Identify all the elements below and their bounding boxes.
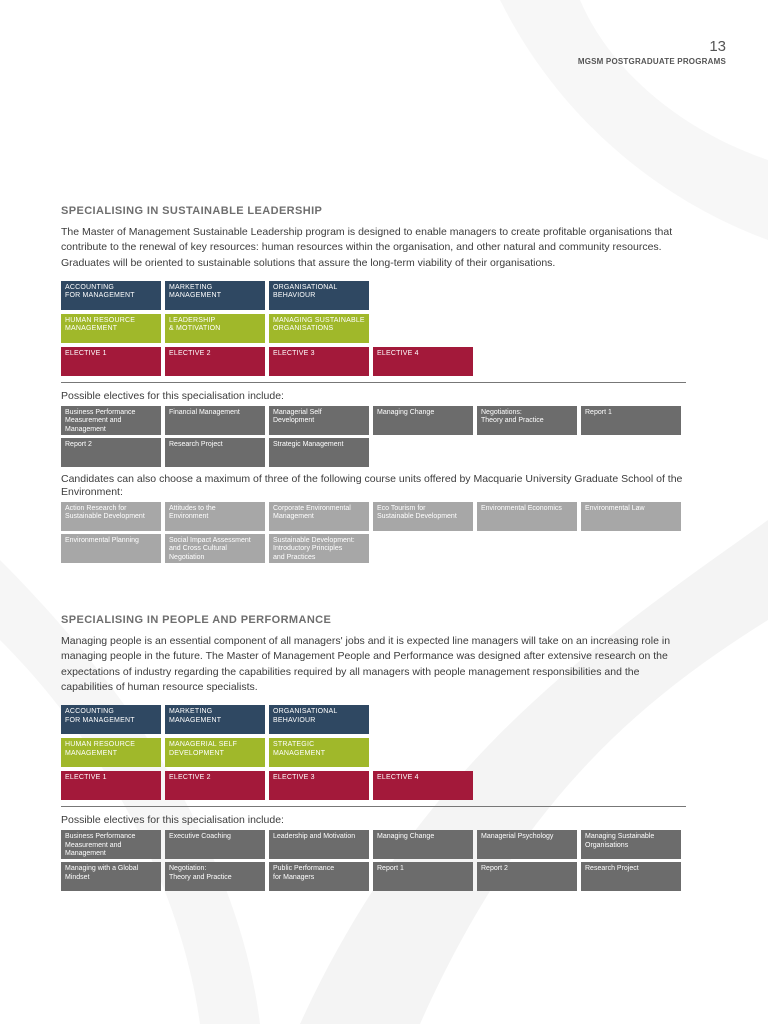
section-heading: SPECIALISING IN PEOPLE AND PERFORMANCE [61, 614, 332, 626]
unit-cell: ORGANISATIONAL BEHAVIOUR [269, 705, 369, 735]
elective-option: Negotiation: Theory and Practice [165, 862, 265, 892]
elective-placeholder-row: ELECTIVE 1 ELECTIVE 2 ELECTIVE 3 ELECTIV… [61, 346, 686, 376]
elective-option: Report 2 [61, 437, 161, 467]
elective-option: Research Project [581, 862, 681, 892]
divider [61, 806, 686, 808]
elective-option: Managing Change [373, 830, 473, 860]
core-row-1: ACCOUNTING FOR MANAGEMENT MARKETING MANA… [61, 280, 686, 310]
elective-option: Negotiations: Theory and Practice [477, 405, 577, 435]
section-paragraph: Managing people is an essential componen… [61, 635, 671, 693]
environment-units-grid: Action Research for Sustainable Developm… [61, 501, 686, 563]
unit-cell: ACCOUNTING FOR MANAGEMENT [61, 280, 161, 310]
unit-cell: MARKETING MANAGEMENT [165, 280, 265, 310]
environment-unit: Environmental Law [581, 501, 681, 531]
elective-cell: ELECTIVE 2 [165, 346, 265, 376]
environment-unit: Eco Tourism for Sustainable Development [373, 501, 473, 531]
elective-cell: ELECTIVE 2 [165, 771, 265, 801]
elective-option: Managing Sustainable Organisations [581, 830, 681, 860]
elective-cell: ELECTIVE 1 [61, 771, 161, 801]
page-number: 13 [709, 38, 726, 55]
electives-intro: Possible electives for this specialisati… [61, 389, 284, 402]
electives-row-1: Business Performance Measurement and Man… [61, 830, 686, 860]
program-title: MGSM POSTGRADUATE PROGRAMS [577, 57, 726, 66]
environment-row-2: Environmental Planning Social Impact Ass… [61, 533, 686, 563]
electives-grid: Business Performance Measurement and Man… [61, 830, 686, 892]
unit-cell: MANAGERIAL SELF DEVELOPMENT [165, 738, 265, 768]
elective-cell: ELECTIVE 4 [373, 771, 473, 801]
elective-option: Report 1 [373, 862, 473, 892]
elective-option: Managerial Self Development [269, 405, 369, 435]
unit-cell: MANAGING SUSTAINABLE ORGANISATIONS [269, 313, 369, 343]
elective-option: Strategic Management [269, 437, 369, 467]
electives-intro: Possible electives for this specialisati… [61, 814, 284, 827]
core-row-1: ACCOUNTING FOR MANAGEMENT MARKETING MANA… [61, 705, 686, 735]
core-row-2: HUMAN RESOURCE MANAGEMENT LEADERSHIP & M… [61, 313, 686, 343]
section-paragraph: The Master of Management Sustainable Lea… [61, 226, 673, 269]
elective-option: Executive Coaching [165, 830, 265, 860]
core-units-grid: ACCOUNTING FOR MANAGEMENT MARKETING MANA… [61, 280, 686, 376]
unit-cell: MARKETING MANAGEMENT [165, 705, 265, 735]
elective-option: Financial Management [165, 405, 265, 435]
unit-cell: HUMAN RESOURCE MANAGEMENT [61, 313, 161, 343]
unit-cell: HUMAN RESOURCE MANAGEMENT [61, 738, 161, 768]
electives-row-2: Managing with a Global Mindset Negotiati… [61, 862, 686, 892]
unit-cell: ORGANISATIONAL BEHAVIOUR [269, 280, 369, 310]
environment-unit: Sustainable Development: Introductory Pr… [269, 533, 369, 563]
environment-unit: Environmental Planning [61, 533, 161, 563]
elective-cell: ELECTIVE 4 [373, 346, 473, 376]
unit-cell: STRATEGIC MANAGEMENT [269, 738, 369, 768]
elective-option: Report 2 [477, 862, 577, 892]
elective-cell: ELECTIVE 3 [269, 771, 369, 801]
elective-option: Public Performance for Managers [269, 862, 369, 892]
environment-unit: Action Research for Sustainable Developm… [61, 501, 161, 531]
environment-intro: Candidates can also choose a maximum of … [61, 472, 683, 498]
electives-row-2: Report 2 Research Project Strategic Mana… [61, 437, 686, 467]
elective-cell: ELECTIVE 3 [269, 346, 369, 376]
elective-option: Business Performance Measurement and Man… [61, 405, 161, 435]
environment-unit: Environmental Economics [477, 501, 577, 531]
electives-row-1: Business Performance Measurement and Man… [61, 405, 686, 435]
core-row-2: HUMAN RESOURCE MANAGEMENT MANAGERIAL SEL… [61, 738, 686, 768]
environment-unit: Corporate Environmental Management [269, 501, 369, 531]
environment-unit: Social Impact Assessment and Cross Cultu… [165, 533, 265, 563]
elective-option: Business Performance Measurement and Man… [61, 830, 161, 860]
unit-cell: ACCOUNTING FOR MANAGEMENT [61, 705, 161, 735]
environment-unit: Attitudes to the Environment [165, 501, 265, 531]
environment-row-1: Action Research for Sustainable Developm… [61, 501, 686, 531]
elective-cell: ELECTIVE 1 [61, 346, 161, 376]
elective-option: Managing Change [373, 405, 473, 435]
elective-option: Report 1 [581, 405, 681, 435]
section-people-performance: SPECIALISING IN PEOPLE AND PERFORMANCE M… [61, 614, 686, 894]
electives-grid: Business Performance Measurement and Man… [61, 405, 686, 467]
elective-option: Research Project [165, 437, 265, 467]
divider [61, 381, 686, 383]
elective-placeholder-row: ELECTIVE 1 ELECTIVE 2 ELECTIVE 3 ELECTIV… [61, 771, 686, 801]
section-heading: SPECIALISING IN SUSTAINABLE LEADERSHIP [61, 205, 323, 217]
unit-cell: LEADERSHIP & MOTIVATION [165, 313, 265, 343]
section-sustainable-leadership: SPECIALISING IN SUSTAINABLE LEADERSHIP T… [61, 205, 686, 566]
elective-option: Managerial Psychology [477, 830, 577, 860]
elective-option: Managing with a Global Mindset [61, 862, 161, 892]
elective-option: Leadership and Motivation [269, 830, 369, 860]
core-units-grid: ACCOUNTING FOR MANAGEMENT MARKETING MANA… [61, 705, 686, 801]
